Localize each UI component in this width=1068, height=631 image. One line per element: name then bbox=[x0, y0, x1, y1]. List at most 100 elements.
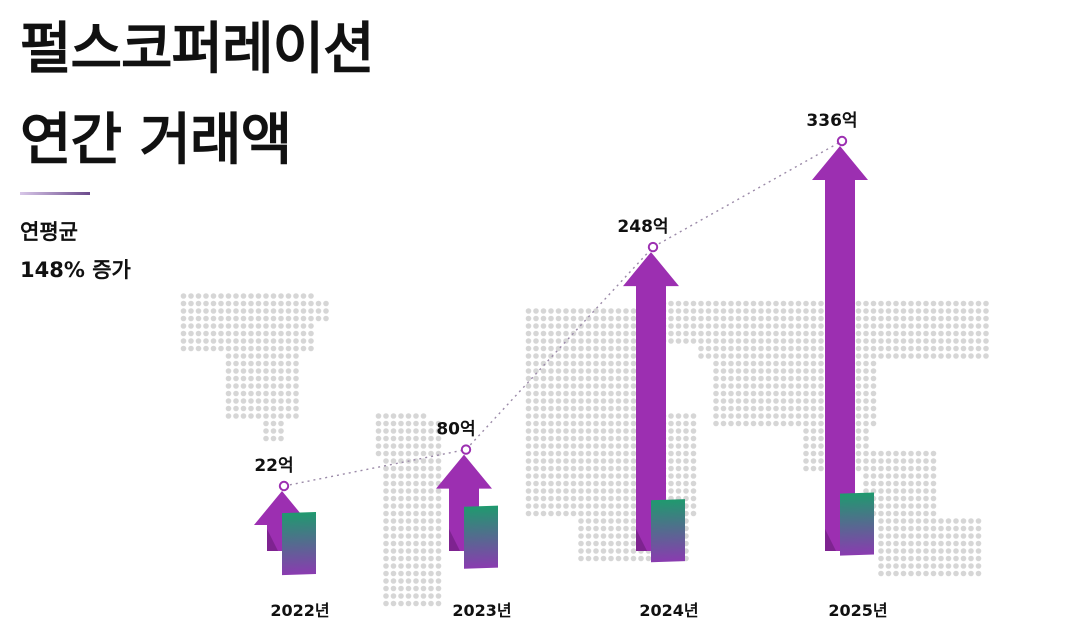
map-dot bbox=[615, 510, 622, 517]
map-dot bbox=[930, 570, 937, 577]
map-dot bbox=[728, 323, 734, 329]
map-dot bbox=[803, 450, 809, 457]
map-dot bbox=[713, 338, 719, 344]
map-dot bbox=[953, 548, 959, 554]
map-dot bbox=[743, 375, 749, 382]
map-dot bbox=[668, 465, 674, 472]
map-dot bbox=[525, 375, 532, 382]
map-dot bbox=[233, 323, 239, 329]
map-dot bbox=[210, 323, 217, 329]
map-dot bbox=[765, 383, 772, 389]
map-dot bbox=[713, 353, 719, 359]
map-dot bbox=[270, 420, 277, 427]
map-dot bbox=[293, 308, 299, 314]
map-dot bbox=[855, 458, 862, 464]
map-dot bbox=[930, 488, 937, 494]
map-dot bbox=[630, 488, 637, 494]
bar-arrow bbox=[812, 146, 868, 551]
map-dot bbox=[578, 398, 584, 404]
map-dot bbox=[885, 465, 892, 472]
map-dot bbox=[773, 300, 779, 307]
map-dot bbox=[600, 495, 607, 502]
map-dot bbox=[698, 353, 704, 359]
map-dot bbox=[818, 413, 824, 419]
map-dot bbox=[690, 330, 697, 337]
map-dot bbox=[908, 338, 914, 344]
map-dot bbox=[525, 405, 532, 412]
map-dot bbox=[900, 533, 907, 539]
map-dot bbox=[533, 360, 539, 367]
map-dot bbox=[698, 308, 704, 314]
map-dot bbox=[878, 465, 884, 472]
map-dot bbox=[923, 353, 929, 359]
map-dot bbox=[248, 390, 254, 397]
map-dot bbox=[953, 533, 959, 539]
map-dot bbox=[893, 525, 899, 532]
map-dot bbox=[218, 315, 224, 322]
map-dot bbox=[615, 533, 622, 539]
map-dot bbox=[278, 360, 284, 367]
map-dot bbox=[240, 330, 247, 337]
map-dot bbox=[915, 480, 922, 487]
map-dot bbox=[908, 353, 914, 359]
map-dot bbox=[915, 533, 922, 539]
map-dot bbox=[615, 315, 622, 322]
map-dot bbox=[188, 293, 194, 299]
map-dot bbox=[788, 315, 794, 322]
map-dot bbox=[270, 368, 277, 374]
map-dot bbox=[713, 300, 719, 307]
map-dot bbox=[743, 353, 749, 359]
map-dot bbox=[930, 495, 937, 502]
map-dot bbox=[758, 308, 764, 314]
map-dot bbox=[563, 480, 569, 487]
map-dot bbox=[878, 330, 884, 337]
map-dot bbox=[615, 458, 622, 464]
map-dot bbox=[690, 323, 697, 329]
map-dot bbox=[863, 450, 869, 457]
map-dot bbox=[435, 548, 442, 554]
map-dot bbox=[930, 473, 937, 479]
map-dot bbox=[270, 435, 277, 442]
map-dot bbox=[923, 495, 929, 502]
map-dot bbox=[383, 585, 389, 592]
map-dot bbox=[270, 390, 277, 397]
map-dot bbox=[623, 360, 629, 367]
map-dot bbox=[435, 570, 442, 577]
map-dot bbox=[383, 540, 389, 547]
map-dot bbox=[810, 345, 817, 352]
map-dot bbox=[570, 503, 577, 509]
map-dot bbox=[975, 300, 982, 307]
map-dot bbox=[240, 398, 247, 404]
map-dot bbox=[945, 533, 952, 539]
map-dot bbox=[878, 510, 884, 517]
map-dot bbox=[593, 315, 599, 322]
map-dot bbox=[248, 308, 254, 314]
map-dot bbox=[555, 330, 562, 337]
map-dot bbox=[540, 420, 547, 427]
map-dot bbox=[585, 503, 592, 509]
map-dot bbox=[420, 570, 427, 577]
map-dot bbox=[615, 413, 622, 419]
map-dot bbox=[240, 383, 247, 389]
map-dot bbox=[623, 518, 629, 524]
map-dot bbox=[608, 360, 614, 367]
map-dot bbox=[308, 330, 314, 337]
map-dot bbox=[263, 323, 269, 329]
map-dot bbox=[720, 323, 727, 329]
trend-point bbox=[278, 480, 290, 492]
value-label: 22억 bbox=[254, 456, 293, 476]
map-dot bbox=[405, 600, 412, 607]
map-dot bbox=[750, 375, 757, 382]
map-dot bbox=[713, 398, 719, 404]
map-dot bbox=[953, 323, 959, 329]
map-dot bbox=[390, 593, 397, 599]
map-dot bbox=[893, 548, 899, 554]
map-dot bbox=[263, 338, 269, 344]
title-divider bbox=[20, 192, 90, 195]
map-dot bbox=[263, 330, 269, 337]
map-dot bbox=[195, 300, 202, 307]
map-dot bbox=[780, 315, 787, 322]
map-dot bbox=[435, 488, 442, 494]
map-dot bbox=[683, 450, 689, 457]
